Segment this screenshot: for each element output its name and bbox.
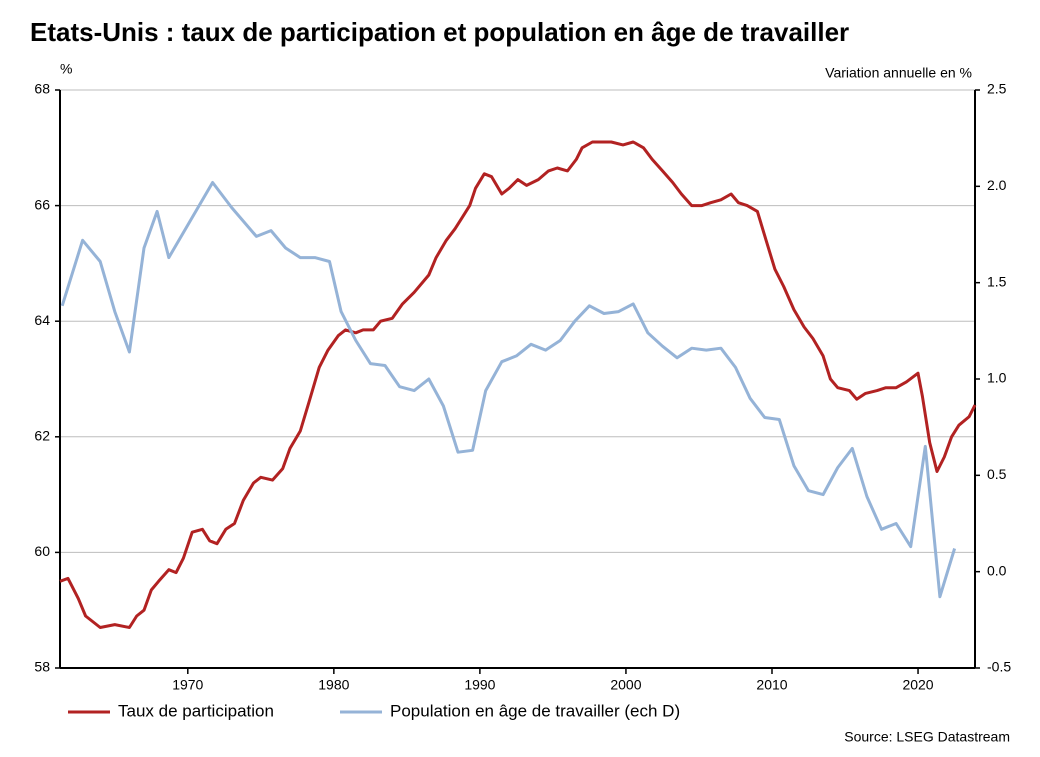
x-tick-label: 2000 [610, 677, 641, 693]
series-line [59, 140, 977, 629]
y2-tick-label: 1.0 [987, 370, 1007, 386]
x-tick-label: 1980 [318, 677, 349, 693]
y2-tick-label: 2.5 [987, 81, 1007, 97]
y2-axis-label: Variation annuelle en % [825, 65, 972, 81]
chart-title: Etats-Unis : taux de participation et po… [30, 17, 849, 47]
x-tick-label: 1990 [464, 677, 495, 693]
y2-tick-label: 1.5 [987, 273, 1007, 289]
y-axis-label: % [60, 61, 72, 77]
series-line [60, 181, 957, 599]
legend-label: Population en âge de travailler (ech D) [390, 701, 680, 720]
x-tick-label: 2020 [902, 677, 933, 693]
y2-tick-label: 0.0 [987, 562, 1007, 578]
y-tick-label: 64 [34, 312, 50, 328]
y2-tick-label: -0.5 [987, 659, 1011, 675]
y-tick-label: 58 [34, 659, 50, 675]
y-tick-label: 68 [34, 81, 50, 97]
y-tick-label: 62 [34, 428, 50, 444]
x-tick-label: 2010 [756, 677, 787, 693]
legend-label: Taux de participation [118, 701, 274, 720]
y-tick-label: 60 [34, 543, 50, 559]
source: Source: LSEG Datastream [844, 729, 1010, 745]
x-tick-label: 1970 [172, 677, 203, 693]
y2-tick-label: 0.5 [987, 466, 1007, 482]
y-tick-label: 66 [34, 196, 50, 212]
y2-tick-label: 2.0 [987, 177, 1007, 193]
